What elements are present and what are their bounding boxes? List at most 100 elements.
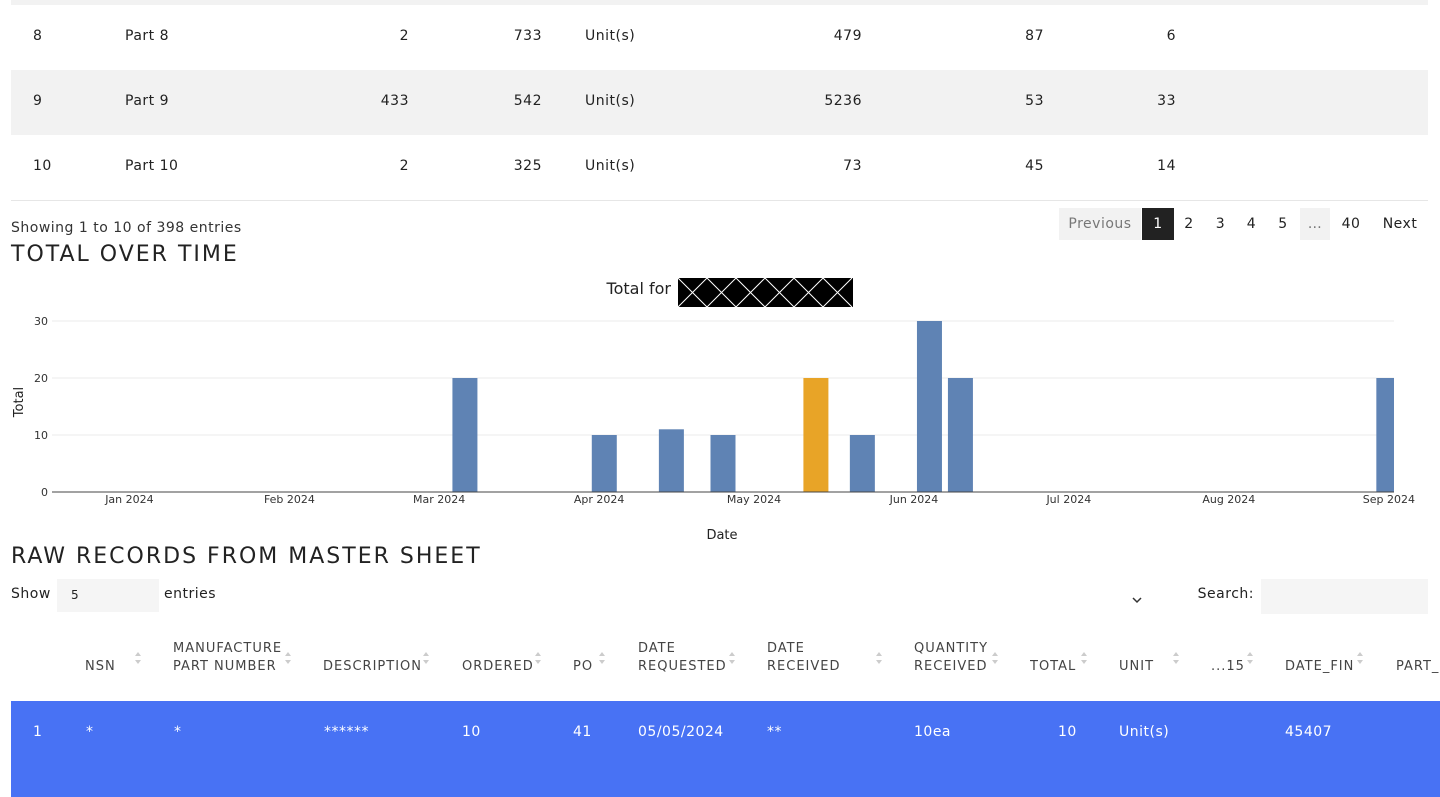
page-button[interactable]: Next <box>1382 216 1418 232</box>
table-cell: 2 <box>399 28 409 44</box>
sort-icon <box>729 652 735 664</box>
y-axis-label: Total <box>12 387 27 418</box>
table-cell: * <box>86 724 94 740</box>
table-cell: 14 <box>1157 158 1176 174</box>
page-button[interactable]: Previous <box>1059 208 1141 240</box>
table-cell: Unit(s) <box>585 93 636 109</box>
table-cell: 41 <box>573 724 592 740</box>
page-button[interactable]: 2 <box>1184 216 1194 232</box>
table-cell: 1 <box>33 724 43 740</box>
column-header[interactable]: DATE_FIN <box>1285 659 1355 674</box>
table-cell: 479 <box>833 28 862 44</box>
table-cell: 6 <box>1166 28 1176 44</box>
page-button[interactable]: … <box>1300 208 1330 240</box>
table-cell: 325 <box>513 158 542 174</box>
selected-row <box>11 701 1440 797</box>
column-header[interactable]: PO <box>573 659 594 674</box>
redaction <box>677 277 853 308</box>
table-cell: 10 <box>462 724 481 740</box>
column-header[interactable]: ...15 <box>1211 659 1245 674</box>
table-cell: 45 <box>1025 158 1044 174</box>
sort-icon <box>423 652 429 664</box>
bar <box>803 378 829 492</box>
table-cell: 10 <box>33 158 52 174</box>
x-tick-label: Jun 2024 <box>889 493 939 506</box>
column-header[interactable]: QUANTITY RECEIVED <box>914 641 989 674</box>
page-button[interactable]: 4 <box>1246 216 1257 232</box>
table-cell: Part 10 <box>125 158 179 174</box>
page-button[interactable]: 5 <box>1278 216 1288 232</box>
table-cell: Unit(s) <box>1119 724 1170 740</box>
sort-icon <box>285 652 291 664</box>
x-axis-label: Date <box>706 528 737 543</box>
column-header[interactable]: PART_ <box>1396 659 1440 674</box>
table-cell: 10 <box>1058 724 1077 740</box>
x-tick-label: Mar 2024 <box>413 493 465 506</box>
bar <box>947 378 973 492</box>
table-cell: Part 8 <box>125 28 169 44</box>
table-cell: 10ea <box>914 724 952 740</box>
sort-icon <box>1173 652 1179 664</box>
table-cell: 73 <box>843 158 862 174</box>
table-cell: Unit(s) <box>585 158 636 174</box>
table-cell: 733 <box>513 28 542 44</box>
sort-icon <box>1081 652 1087 664</box>
y-tick-label: 10 <box>34 429 48 442</box>
table-cell: 5236 <box>824 93 862 109</box>
label: Show <box>11 586 51 602</box>
select-value[interactable]: 5 <box>71 588 80 602</box>
sort-icon <box>135 652 141 664</box>
sort-icon <box>1247 652 1253 664</box>
chart-title: Total for <box>606 279 672 298</box>
column-header[interactable]: UNIT <box>1119 659 1155 674</box>
bar <box>452 378 478 492</box>
table-cell: 53 <box>1025 93 1044 109</box>
column-header[interactable]: DATE REQUESTED <box>638 641 727 674</box>
y-tick-label: 0 <box>41 486 48 499</box>
column-header[interactable]: TOTAL <box>1030 659 1077 674</box>
table-cell: 45407 <box>1285 724 1333 740</box>
table-cell: 542 <box>513 93 542 109</box>
column-header[interactable]: DATE RECEIVED <box>767 641 841 674</box>
bar <box>710 435 736 492</box>
sort-icon <box>1357 652 1363 664</box>
label: entries <box>164 586 217 602</box>
table-border <box>11 200 1428 201</box>
x-tick-label: Sep 2024 <box>1363 493 1415 506</box>
x-tick-label: May 2024 <box>727 493 781 506</box>
x-tick-label: Feb 2024 <box>264 493 315 506</box>
row-stripe <box>11 0 1428 5</box>
column-header[interactable]: MANUFACTURE PART NUMBER <box>173 641 283 674</box>
table-cell: Unit(s) <box>585 28 636 44</box>
table-cell: 8 <box>33 28 43 44</box>
table-cell: 2 <box>399 158 409 174</box>
sort-icon <box>599 652 605 664</box>
column-header[interactable]: DESCRIPTION <box>323 659 422 674</box>
table-cell: * <box>174 724 182 740</box>
row-stripe <box>11 70 1428 135</box>
select-box[interactable] <box>57 579 159 612</box>
page-button[interactable]: 3 <box>1215 216 1226 232</box>
bar <box>849 435 875 492</box>
sort-icon <box>992 652 998 664</box>
search-input[interactable] <box>1261 579 1428 614</box>
page-button[interactable]: 1 <box>1142 208 1174 240</box>
table-cell: 33 <box>1157 93 1176 109</box>
page-button[interactable]: 40 <box>1341 216 1361 232</box>
column-header[interactable]: NSN <box>85 659 116 674</box>
column-header[interactable]: ORDERED <box>462 659 532 674</box>
y-tick-label: 20 <box>34 372 48 385</box>
table-cell: 9 <box>33 93 43 109</box>
x-tick-label: Jul 2024 <box>1045 493 1091 506</box>
section-title: RAW RECORDS FROM MASTER SHEET <box>11 544 482 569</box>
sort-icon <box>535 652 541 664</box>
bar <box>1376 378 1394 492</box>
bar <box>658 429 684 492</box>
table-cell: 433 <box>380 93 409 109</box>
table-cell: ** <box>767 724 782 740</box>
chevron <box>1132 597 1142 604</box>
x-tick-label: Aug 2024 <box>1202 493 1255 506</box>
